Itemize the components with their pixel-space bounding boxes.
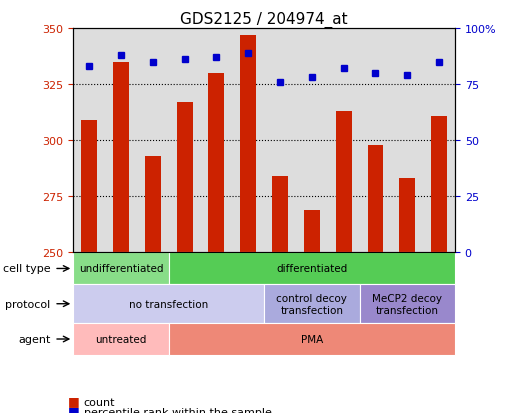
Text: protocol: protocol <box>5 299 50 309</box>
Bar <box>240 36 256 253</box>
Bar <box>81 121 97 253</box>
Text: no transfection: no transfection <box>129 299 208 309</box>
Text: untreated: untreated <box>95 334 146 344</box>
Text: differentiated: differentiated <box>276 264 347 274</box>
Bar <box>73 253 168 285</box>
Bar <box>368 145 383 253</box>
Bar <box>145 157 161 253</box>
Bar <box>272 177 288 253</box>
Title: GDS2125 / 204974_at: GDS2125 / 204974_at <box>180 12 348 28</box>
Bar <box>336 112 351 253</box>
Text: cell type: cell type <box>3 264 50 274</box>
Bar <box>304 210 320 253</box>
Text: ■: ■ <box>68 404 79 413</box>
Bar <box>431 116 447 253</box>
Bar <box>168 323 455 355</box>
Bar <box>360 285 455 323</box>
Text: agent: agent <box>18 334 50 344</box>
Bar <box>168 253 455 285</box>
Bar <box>400 179 415 253</box>
Bar <box>113 62 129 253</box>
Text: percentile rank within the sample: percentile rank within the sample <box>84 407 271 413</box>
Bar <box>209 74 224 253</box>
Text: PMA: PMA <box>301 334 323 344</box>
Text: ■: ■ <box>68 394 79 407</box>
Bar <box>177 103 192 253</box>
Text: control decoy
transfection: control decoy transfection <box>276 293 347 315</box>
Bar <box>73 323 168 355</box>
Bar <box>73 285 264 323</box>
Bar <box>264 285 360 323</box>
Text: undifferentiated: undifferentiated <box>78 264 163 274</box>
Text: MeCP2 decoy
transfection: MeCP2 decoy transfection <box>372 293 442 315</box>
Text: count: count <box>84 397 115 407</box>
